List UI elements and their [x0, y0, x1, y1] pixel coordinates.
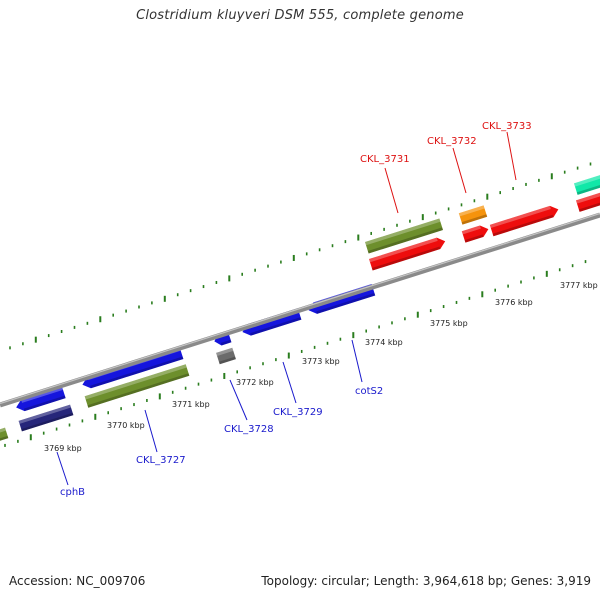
- leader-ckl-3727: [144, 409, 158, 453]
- gene-orange-3732-shine: [458, 205, 485, 217]
- gene-red-3732-shine: [461, 225, 481, 235]
- gene-red-3731-body: [369, 237, 446, 271]
- gene-red-edge-shade: [578, 199, 600, 212]
- gene-label-cphb[interactable]: cphB: [60, 487, 85, 498]
- gene-red-3733-shade: [492, 214, 554, 237]
- gene-red-3731-shade: [371, 246, 441, 271]
- gene-blue-cots2-shade: [316, 292, 376, 314]
- gene-gray-3728[interactable]: [216, 347, 236, 365]
- gene-gray-3728-body: [216, 347, 236, 365]
- genome-axis-highlight: [0, 212, 600, 405]
- gene-label-ckl-3727[interactable]: CKL_3727: [136, 455, 186, 466]
- upper-tick-track: [9, 162, 592, 350]
- gene-red-3732-body: [461, 225, 489, 243]
- gene-label-ckl-3728[interactable]: CKL_3728: [224, 424, 274, 435]
- gene-label-ckl-3731[interactable]: CKL_3731: [360, 154, 410, 165]
- gene-cyan-edge-body: [573, 173, 600, 195]
- gene-olive-edge-shade: [0, 435, 9, 443]
- gene-red-3732-shade: [464, 234, 484, 243]
- gene-blue-far-left-shade: [23, 395, 66, 412]
- gene-blue-far-left-body: [16, 386, 66, 412]
- scale-label: 3775 kbp: [430, 319, 468, 328]
- leader-ckl-3733: [506, 131, 517, 181]
- scale-label: 3772 kbp: [236, 378, 274, 387]
- gene-red-edge[interactable]: [575, 190, 600, 212]
- gene-olive-3727-shade: [87, 373, 190, 408]
- scale-label: 3771 kbp: [172, 400, 210, 409]
- gene-labels: cphB CKL_3727 CKL_3728 CKL_3729 cotS2 CK…: [60, 121, 532, 498]
- gene-cyan-edge-shade: [576, 182, 600, 195]
- gene-olive-3731[interactable]: [365, 218, 443, 254]
- leader-ckl-3731: [384, 167, 399, 214]
- gene-olive-3727-body: [84, 364, 190, 408]
- leader-cphb: [56, 451, 69, 486]
- gene-orange-3732[interactable]: [458, 205, 488, 225]
- gene-gray-3728-shine: [216, 347, 234, 357]
- gene-red-3731-shine: [369, 237, 438, 263]
- map-title: Clostridium kluyveri DSM 555, complete g…: [136, 8, 464, 23]
- gene-olive-3727-shine: [84, 364, 187, 400]
- gene-navy-lower-shine: [18, 404, 72, 424]
- gene-red-3733[interactable]: [489, 204, 560, 237]
- leader-ckl-3732: [452, 147, 467, 194]
- gene-blue-3729-shade: [250, 317, 302, 336]
- gene-red-3733-shine: [489, 205, 551, 229]
- scale-label: 3774 kbp: [365, 338, 403, 347]
- gene-olive-3731-shine: [365, 218, 441, 246]
- gene-navy-lower-body: [18, 404, 74, 432]
- gene-red-3733-body: [489, 205, 559, 237]
- gene-red-3732[interactable]: [461, 223, 490, 243]
- scale-label: 3769 kbp: [44, 444, 82, 453]
- gene-olive-3731-shade: [367, 227, 443, 254]
- accession-text: Accession: NC_009706: [9, 574, 146, 588]
- gene-cyan-edge[interactable]: [573, 173, 600, 195]
- leader-ckl-3728: [229, 379, 248, 421]
- gene-olive-edge-shine: [0, 427, 6, 435]
- gene-cyan-edge-shine: [573, 173, 600, 187]
- gene-red-3731[interactable]: [369, 236, 447, 271]
- genome-axis-line: [0, 212, 600, 408]
- leader-ckl-3729: [282, 361, 297, 404]
- gene-blue-3727-body: [82, 347, 184, 389]
- gene-red-edge-shine: [575, 190, 600, 204]
- scale-labels: 3769 kbp 3770 kbp 3771 kbp 3772 kbp 3773…: [44, 281, 598, 453]
- gene-orange-3732-body: [458, 205, 488, 225]
- gene-blue-3727-shade: [90, 356, 184, 389]
- gene-label-ckl-3733[interactable]: CKL_3733: [482, 121, 532, 132]
- gene-olive-edge[interactable]: [0, 427, 9, 443]
- genome-axis: [0, 212, 600, 408]
- gene-label-ckl-3729[interactable]: CKL_3729: [273, 407, 323, 418]
- label-leaders: [56, 131, 517, 486]
- scale-label: 3776 kbp: [495, 298, 533, 307]
- gene-blue-3728-shade: [220, 339, 232, 346]
- leader-cots2: [351, 339, 363, 383]
- gene-navy-lower[interactable]: [18, 404, 74, 432]
- lower-tick-track: [4, 260, 587, 447]
- gene-olive-edge-body: [0, 427, 9, 443]
- gene-gray-3728-shade: [218, 356, 236, 365]
- gene-olive-3731-body: [365, 218, 443, 254]
- scale-label: 3770 kbp: [107, 421, 145, 430]
- gene-olive-3727[interactable]: [84, 364, 190, 408]
- scale-label: 3777 kbp: [560, 281, 598, 290]
- genome-summary-text: Topology: circular; Length: 3,964,618 bp…: [261, 574, 591, 588]
- gene-orange-3732-shade: [461, 214, 488, 225]
- scale-label: 3773 kbp: [302, 357, 340, 366]
- gene-label-cots2[interactable]: cotS2: [355, 386, 383, 397]
- gene-label-ckl-3732[interactable]: CKL_3732: [427, 136, 477, 147]
- gene-navy-lower-shade: [21, 412, 74, 432]
- gene-red-edge-body: [575, 190, 600, 212]
